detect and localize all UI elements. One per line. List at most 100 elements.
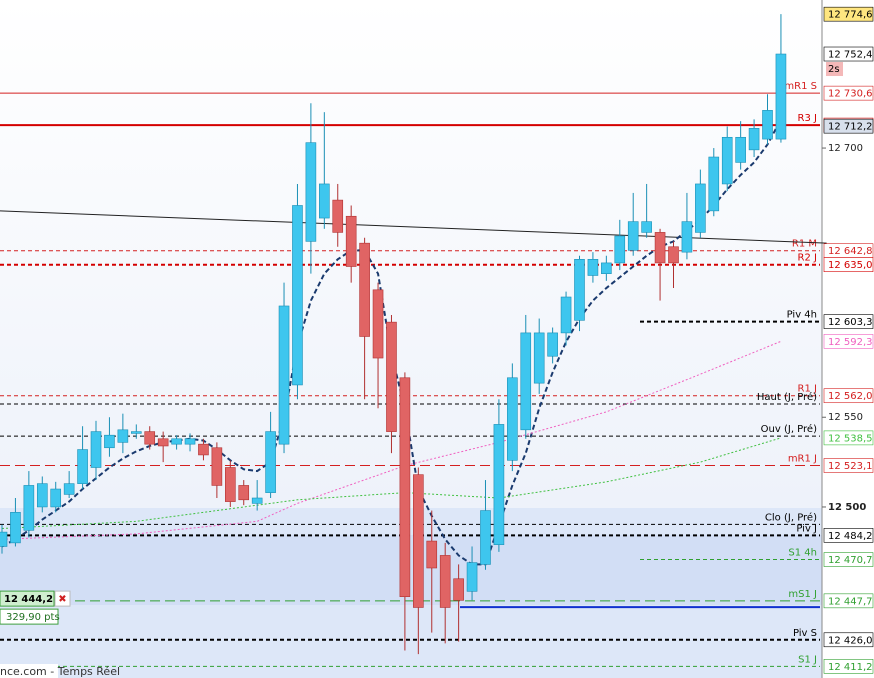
candle-body xyxy=(574,259,585,321)
candle-body xyxy=(359,242,370,337)
pts-label: 329,90 pts xyxy=(6,612,60,623)
price-box xyxy=(823,430,874,446)
candle-body xyxy=(292,205,303,386)
price-box-label: 12 752,4 xyxy=(828,50,873,61)
candle-body xyxy=(225,467,236,502)
price-box xyxy=(823,46,874,62)
candle-body xyxy=(762,110,773,140)
level-name: Piv 4h xyxy=(787,310,817,321)
level-name: R2 J xyxy=(798,253,817,264)
candle-body xyxy=(695,183,706,233)
candle-body xyxy=(466,562,478,592)
price-box-label: 12 642,8 xyxy=(828,246,873,257)
plot-background xyxy=(0,0,822,508)
candle-body xyxy=(238,485,250,501)
level-name: S1 4h xyxy=(788,548,817,559)
candle-body xyxy=(184,438,196,445)
level-name: R1 M xyxy=(792,239,817,250)
price-box-label: 12 774,6 xyxy=(828,10,873,21)
candle-body xyxy=(10,512,21,544)
footer-bg xyxy=(0,664,58,678)
candle-body xyxy=(520,332,532,431)
level-name: Piv J xyxy=(796,523,817,534)
candle-body xyxy=(560,296,572,334)
price-box xyxy=(823,85,874,101)
price-box-label: 12 484,2 xyxy=(828,531,873,542)
price-box xyxy=(823,118,874,134)
candle-body xyxy=(386,321,397,432)
price-box-label: 12 562,0 xyxy=(828,391,873,402)
level-name: mR1 J xyxy=(788,454,817,465)
candle-body xyxy=(748,128,760,151)
candle-body xyxy=(547,332,558,357)
candle-body xyxy=(77,449,88,484)
close-button xyxy=(54,590,71,607)
candle-body xyxy=(211,447,223,486)
level-name: Clo (J, Pré) xyxy=(765,511,817,523)
level-name: Piv S xyxy=(793,628,817,639)
price-box xyxy=(823,388,874,404)
level-name: Ouv (J, Pré) xyxy=(761,423,817,435)
candle-body xyxy=(332,199,344,233)
candle-body xyxy=(533,332,545,384)
candle-body xyxy=(681,221,693,253)
price-box-label: 12 523,1 xyxy=(828,461,873,472)
position-box xyxy=(0,590,55,607)
candle-body xyxy=(480,510,491,565)
pts-box xyxy=(0,608,59,625)
candle-body xyxy=(104,434,115,449)
candle-body xyxy=(708,156,720,212)
price-box xyxy=(823,257,874,273)
y-tick-label: 12 700 xyxy=(828,143,863,154)
price-box xyxy=(823,6,874,22)
candle-body xyxy=(627,221,639,251)
close-icon: ✖ xyxy=(58,594,66,605)
price-box xyxy=(823,659,874,674)
candle-body xyxy=(251,497,263,504)
price-box xyxy=(823,552,874,567)
candle-body xyxy=(413,474,424,608)
candle-body xyxy=(493,424,505,545)
candle-body xyxy=(601,262,612,274)
candle-body xyxy=(453,578,464,601)
candle-body xyxy=(50,488,62,508)
candle-body xyxy=(36,483,48,508)
level-name: R1 J xyxy=(798,384,817,395)
price-box xyxy=(823,593,874,609)
position-price: 12 444,2 xyxy=(4,594,53,605)
candle-body xyxy=(131,431,142,434)
candle-body xyxy=(587,259,599,276)
level-name: S1 J xyxy=(798,654,817,665)
y-tick-label: 12 500 xyxy=(828,502,866,513)
candle-body xyxy=(426,540,438,569)
timer: 2s xyxy=(828,64,840,75)
candle-body xyxy=(654,232,666,264)
price-box-label: 12 470,7 xyxy=(828,555,873,566)
price-box xyxy=(823,314,874,329)
candle-body xyxy=(265,431,276,493)
price-box-label: 12 712,2 xyxy=(828,122,873,133)
price-box xyxy=(823,334,874,349)
price-box xyxy=(823,528,874,543)
candle-body xyxy=(157,438,169,447)
price-box xyxy=(823,632,874,648)
price-box-label: 12 730,6 xyxy=(828,89,873,100)
candle-body xyxy=(345,215,357,267)
zone-inner xyxy=(0,535,822,605)
price-box-label: 12 592,3 xyxy=(828,337,873,348)
candle-body xyxy=(63,483,75,495)
level-name: mS1 J xyxy=(788,589,817,600)
timer-box xyxy=(826,62,843,77)
candle-body xyxy=(0,531,8,547)
candle-body xyxy=(735,136,746,163)
candle-body xyxy=(372,289,384,359)
candle-body xyxy=(90,431,102,468)
candle-body xyxy=(439,555,451,608)
candle-body xyxy=(507,377,518,461)
level-name: Haut (J, Pré) xyxy=(757,391,817,403)
candle-body xyxy=(278,305,290,445)
level-name: R3 J xyxy=(798,113,817,124)
candle-body xyxy=(171,438,182,445)
candle-body xyxy=(305,142,317,242)
